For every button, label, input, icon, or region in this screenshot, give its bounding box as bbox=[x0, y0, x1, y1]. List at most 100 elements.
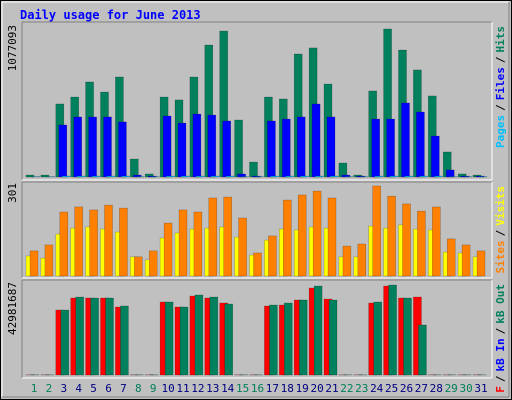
bar bbox=[194, 294, 204, 376]
bar bbox=[445, 169, 455, 178]
bar bbox=[313, 285, 323, 376]
x-tick-label: 17 bbox=[266, 382, 279, 395]
bar bbox=[387, 195, 396, 277]
legend-entry: Files bbox=[494, 67, 507, 100]
bar bbox=[253, 252, 262, 277]
bar bbox=[179, 306, 189, 376]
bar bbox=[419, 175, 428, 178]
bar bbox=[91, 175, 100, 178]
bar bbox=[88, 116, 97, 178]
bar bbox=[417, 210, 426, 277]
bar bbox=[61, 175, 71, 178]
x-tick-label: 6 bbox=[105, 382, 112, 395]
bar bbox=[105, 297, 114, 376]
x-tick-label: 30 bbox=[459, 382, 472, 395]
bar bbox=[296, 116, 306, 178]
bar bbox=[314, 175, 324, 178]
legend-entry: Visits bbox=[494, 186, 507, 226]
legend: kB F / kB In / kB Out bbox=[494, 284, 507, 400]
legend-separator: / bbox=[494, 104, 507, 111]
x-tick-label: 2 bbox=[46, 382, 53, 395]
bar bbox=[297, 194, 307, 277]
bar bbox=[371, 118, 380, 178]
bar bbox=[178, 209, 188, 277]
bar bbox=[75, 296, 84, 376]
bar bbox=[90, 297, 99, 376]
legend-entry: Pages bbox=[494, 115, 507, 148]
bar bbox=[328, 299, 338, 376]
x-tick-label: 11 bbox=[176, 382, 189, 395]
bar bbox=[180, 175, 190, 178]
x-tick-label: 3 bbox=[60, 382, 67, 395]
x-tick-label: 26 bbox=[400, 382, 413, 395]
bar bbox=[73, 116, 82, 178]
bar bbox=[119, 207, 128, 277]
bar bbox=[165, 175, 175, 178]
bar bbox=[249, 161, 258, 178]
bar bbox=[476, 250, 486, 277]
bar bbox=[40, 174, 50, 178]
bar bbox=[103, 116, 112, 178]
bar bbox=[120, 305, 129, 376]
bar bbox=[386, 118, 395, 178]
x-tick-label: 22 bbox=[340, 382, 353, 395]
x-tick-label: 14 bbox=[221, 382, 235, 395]
x-tick-label: 9 bbox=[150, 382, 157, 395]
chart-title: Daily usage for June 2013 bbox=[20, 8, 201, 22]
bar bbox=[461, 244, 471, 277]
bar bbox=[195, 175, 205, 178]
legend-entry: kB In bbox=[494, 338, 507, 371]
x-tick-label: 23 bbox=[355, 382, 368, 395]
x-tick-label: 27 bbox=[415, 382, 428, 395]
bar bbox=[164, 301, 174, 376]
bar bbox=[404, 175, 413, 178]
bar bbox=[357, 243, 367, 277]
legend-entry: Sites bbox=[494, 240, 507, 273]
x-tick-label: 8 bbox=[135, 382, 142, 395]
legend-entry: Hits bbox=[494, 26, 507, 53]
bar bbox=[76, 175, 85, 178]
bar bbox=[283, 199, 292, 277]
y-tick-label: 42981687 bbox=[6, 282, 19, 335]
bar bbox=[388, 284, 397, 376]
bar bbox=[134, 256, 143, 277]
y-tick-label: 1077093 bbox=[6, 25, 19, 71]
bar bbox=[25, 174, 35, 178]
bar bbox=[372, 185, 381, 277]
bar bbox=[431, 135, 440, 178]
legend-separator: / bbox=[494, 229, 507, 236]
x-tick-label: 12 bbox=[191, 382, 204, 395]
bar bbox=[44, 244, 54, 277]
bar bbox=[446, 238, 456, 277]
bar bbox=[373, 301, 382, 376]
bar bbox=[434, 175, 443, 178]
bar bbox=[326, 116, 336, 178]
bar bbox=[267, 120, 276, 178]
bar bbox=[163, 222, 173, 277]
legend-separator: / bbox=[494, 56, 507, 63]
legend-entry: kB F bbox=[494, 386, 507, 400]
x-tick-label: 21 bbox=[325, 382, 338, 395]
bar bbox=[268, 235, 277, 277]
bar bbox=[432, 206, 441, 277]
y-tick-label: 301 bbox=[6, 183, 19, 203]
x-tick-label: 28 bbox=[430, 382, 443, 395]
bar bbox=[130, 158, 139, 178]
bar bbox=[401, 102, 410, 178]
bar bbox=[223, 196, 232, 277]
legend: Sites / Visits bbox=[494, 186, 507, 274]
bar bbox=[106, 175, 115, 178]
bar bbox=[225, 175, 234, 178]
bar bbox=[118, 121, 127, 178]
bar bbox=[210, 175, 220, 178]
bar bbox=[74, 206, 83, 277]
bar bbox=[208, 197, 218, 277]
legend-separator: / bbox=[494, 375, 507, 382]
legend-entry: kB Out bbox=[494, 284, 507, 324]
bar bbox=[58, 124, 68, 178]
bar bbox=[329, 175, 339, 178]
bar bbox=[270, 175, 279, 178]
bar bbox=[209, 296, 219, 376]
bar bbox=[418, 324, 427, 376]
x-tick-label: 4 bbox=[75, 382, 82, 395]
